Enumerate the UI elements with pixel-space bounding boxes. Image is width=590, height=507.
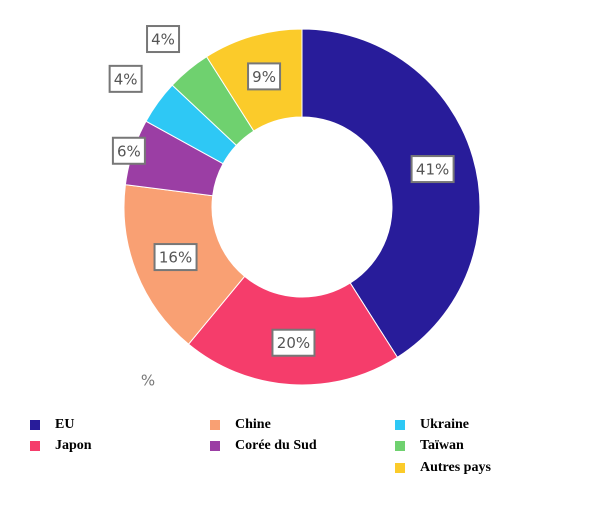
legend-label: EU	[55, 417, 74, 432]
legend-marker	[395, 441, 405, 451]
value-label: 4%	[114, 70, 138, 88]
legend-label: Autres pays	[420, 460, 491, 475]
value-label: 16%	[159, 249, 192, 267]
value-label-box	[410, 155, 455, 184]
value-label: 20%	[277, 334, 310, 352]
legend-label: Corée du Sud	[235, 438, 317, 453]
value-label-box	[247, 62, 282, 91]
legend-label: Chine	[235, 417, 271, 432]
unit-label: %	[141, 372, 155, 390]
legend-label: Taïwan	[420, 438, 464, 453]
legend-marker	[210, 441, 220, 451]
value-label-box	[271, 328, 316, 357]
value-label: 6%	[117, 142, 141, 160]
value-label: 9%	[252, 68, 276, 86]
value-label: 4%	[151, 31, 175, 49]
legend-marker	[30, 420, 40, 430]
value-label-box	[111, 136, 146, 165]
legend-marker	[30, 441, 40, 451]
legend-label: Ukraine	[420, 417, 469, 432]
value-label-box	[108, 64, 143, 93]
legend-label: Japon	[55, 438, 92, 453]
legend-marker	[395, 420, 405, 430]
value-label: 41%	[416, 161, 449, 179]
value-label-box	[146, 25, 181, 54]
value-label-box	[153, 243, 198, 272]
legend-marker	[210, 420, 220, 430]
legend-marker	[395, 463, 405, 473]
donut-slice	[301, 28, 481, 358]
